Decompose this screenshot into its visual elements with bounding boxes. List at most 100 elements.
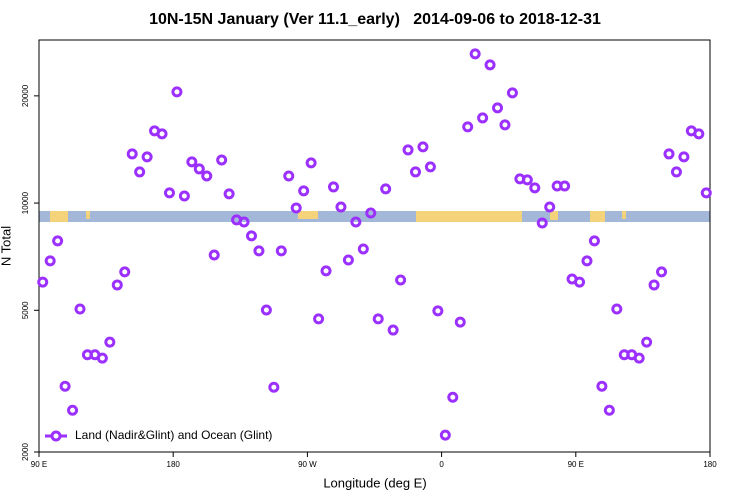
data-point bbox=[305, 157, 317, 169]
data-point bbox=[44, 255, 56, 267]
data-point bbox=[693, 128, 705, 140]
data-point bbox=[596, 380, 608, 392]
data-point bbox=[186, 156, 198, 168]
data-point bbox=[372, 313, 384, 325]
data-point bbox=[216, 154, 228, 166]
data-point bbox=[37, 276, 49, 288]
data-point bbox=[380, 183, 392, 195]
data-point bbox=[663, 148, 675, 160]
data-point bbox=[469, 48, 481, 60]
data-point bbox=[492, 102, 504, 114]
data-point bbox=[454, 316, 466, 328]
data-point bbox=[156, 128, 168, 140]
data-point bbox=[290, 202, 302, 214]
data-point bbox=[327, 181, 339, 193]
data-point bbox=[283, 170, 295, 182]
data-point bbox=[432, 305, 444, 317]
data-point bbox=[588, 235, 600, 247]
data-point bbox=[104, 336, 116, 348]
data-point bbox=[119, 266, 131, 278]
data-point bbox=[238, 216, 250, 228]
data-point bbox=[74, 303, 86, 315]
data-point bbox=[201, 170, 213, 182]
x-tick-label: 180 bbox=[167, 460, 181, 469]
land-patch bbox=[86, 211, 90, 219]
data-point bbox=[52, 235, 64, 247]
data-point bbox=[402, 144, 414, 156]
data-point bbox=[134, 166, 146, 178]
data-point bbox=[342, 254, 354, 266]
data-point bbox=[268, 381, 280, 393]
data-point bbox=[536, 217, 548, 229]
land-patch bbox=[550, 211, 558, 220]
y-tick-label: 20000 bbox=[21, 84, 30, 107]
legend-marker bbox=[50, 430, 62, 442]
data-point bbox=[529, 182, 541, 194]
data-point bbox=[223, 188, 235, 200]
data-point bbox=[633, 352, 645, 364]
x-tick-label: 90 E bbox=[31, 460, 47, 469]
data-point bbox=[357, 243, 369, 255]
y-tick-label: 10000 bbox=[21, 191, 30, 214]
data-point bbox=[506, 87, 518, 99]
data-point bbox=[439, 429, 451, 441]
data-point bbox=[678, 151, 690, 163]
x-tick-label: 180 bbox=[703, 460, 717, 469]
data-point bbox=[171, 86, 183, 98]
data-point bbox=[648, 279, 660, 291]
data-point bbox=[141, 151, 153, 163]
data-point bbox=[447, 391, 459, 403]
data-point bbox=[208, 249, 220, 261]
land-patch bbox=[298, 211, 318, 219]
data-point bbox=[603, 404, 615, 416]
data-point bbox=[67, 404, 79, 416]
x-tick-label: 90 W bbox=[298, 460, 317, 469]
data-point bbox=[611, 303, 623, 315]
legend-label: Land (Nadir&Glint) and Ocean (Glint) bbox=[75, 428, 272, 442]
data-point bbox=[410, 166, 422, 178]
data-point bbox=[193, 163, 205, 175]
data-point bbox=[424, 161, 436, 173]
data-point bbox=[245, 230, 257, 242]
land-patch bbox=[622, 211, 626, 219]
data-point bbox=[260, 304, 272, 316]
data-point bbox=[581, 255, 593, 267]
data-point bbox=[365, 207, 377, 219]
data-point bbox=[544, 201, 556, 213]
data-point bbox=[320, 265, 332, 277]
data-point bbox=[559, 180, 571, 192]
land-patch bbox=[50, 211, 68, 222]
data-point bbox=[499, 119, 511, 131]
data-point bbox=[59, 380, 71, 392]
data-point bbox=[126, 148, 138, 160]
data-point bbox=[253, 245, 265, 257]
data-point bbox=[700, 187, 712, 199]
land-patch bbox=[416, 211, 522, 222]
y-tick-label: 2000 bbox=[21, 443, 30, 461]
data-point bbox=[574, 276, 586, 288]
data-point bbox=[656, 266, 668, 278]
data-point bbox=[96, 352, 108, 364]
y-axis-label: N Total bbox=[0, 226, 13, 266]
data-point bbox=[641, 336, 653, 348]
x-tick-label: 90 E bbox=[568, 460, 584, 469]
data-point bbox=[670, 166, 682, 178]
data-point bbox=[395, 274, 407, 286]
data-point bbox=[484, 59, 496, 71]
data-point bbox=[462, 121, 474, 133]
plot-frame bbox=[38, 39, 711, 453]
data-point bbox=[477, 112, 489, 124]
data-point bbox=[163, 187, 175, 199]
x-axis-label: Longitude (deg E) bbox=[323, 475, 426, 490]
data-point bbox=[275, 245, 287, 257]
data-point bbox=[387, 324, 399, 336]
land-patch bbox=[590, 211, 605, 222]
data-point bbox=[313, 313, 325, 325]
data-point bbox=[521, 174, 533, 186]
data-point bbox=[335, 201, 347, 213]
data-point bbox=[111, 279, 123, 291]
y-tick-label: 5000 bbox=[21, 301, 30, 319]
data-point bbox=[350, 216, 362, 228]
